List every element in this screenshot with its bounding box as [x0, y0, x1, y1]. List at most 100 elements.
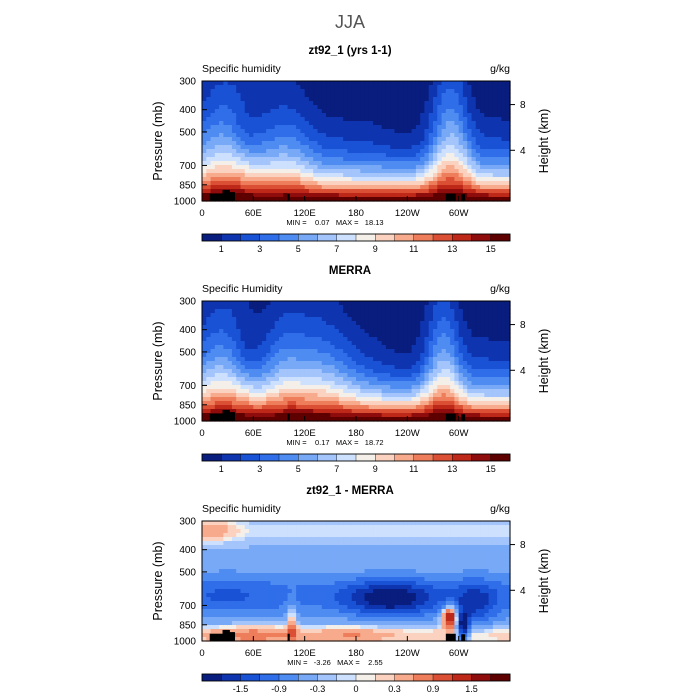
- heatmap-cell: [450, 333, 455, 338]
- heatmap-cell: [351, 173, 357, 178]
- heatmap-cell: [475, 349, 481, 354]
- heatmap-cell: [475, 353, 481, 358]
- heatmap-cell: [364, 157, 370, 162]
- heatmap-cell: [210, 157, 216, 162]
- heatmap-cell: [244, 617, 250, 622]
- heatmap-cell: [261, 541, 267, 546]
- heatmap-cell: [450, 405, 455, 410]
- heatmap-cell: [497, 385, 503, 390]
- heatmap-cell: [304, 409, 310, 414]
- heatmap-cell: [317, 329, 323, 334]
- heatmap-cell: [283, 89, 289, 94]
- heatmap-cell: [488, 165, 494, 170]
- heatmap-cell: [420, 181, 426, 186]
- heatmap-cell: [244, 549, 250, 554]
- heatmap-cell: [343, 137, 349, 142]
- heatmap-cell: [231, 317, 237, 322]
- heatmap-cell: [471, 377, 477, 382]
- heatmap-cell: [223, 569, 229, 574]
- heatmap-cell: [219, 593, 224, 598]
- heatmap-cell: [437, 417, 443, 422]
- heatmap-cell: [462, 377, 468, 382]
- heatmap-cell: [390, 393, 396, 398]
- heatmap-cell: [441, 417, 447, 422]
- heatmap-cell: [338, 133, 344, 138]
- heatmap-cell: [300, 417, 306, 422]
- heatmap-cell: [257, 633, 263, 638]
- heatmap-cell: [334, 317, 340, 322]
- heatmap-cell: [244, 413, 250, 418]
- heatmap-cell: [223, 613, 229, 618]
- heatmap-cell: [240, 553, 246, 558]
- heatmap-cell: [441, 177, 447, 182]
- heatmap-cell: [206, 189, 212, 194]
- heatmap-cell: [236, 105, 242, 110]
- heatmap-cell: [253, 317, 259, 322]
- heatmap-cell: [505, 361, 511, 366]
- topography-block: [222, 409, 224, 421]
- heatmap-cell: [206, 549, 212, 554]
- heatmap-cell: [492, 141, 498, 146]
- heatmap-cell: [364, 189, 370, 194]
- heatmap-cell: [356, 361, 361, 366]
- heatmap-cell: [240, 581, 246, 586]
- heatmap-cell: [450, 141, 455, 146]
- heatmap-cell: [458, 93, 464, 98]
- heatmap-cell: [458, 353, 464, 358]
- heatmap-cell: [257, 601, 263, 606]
- heatmap-cell: [373, 173, 378, 178]
- heatmap-cell: [501, 161, 507, 166]
- heatmap-cell: [300, 161, 306, 166]
- heatmap-cell: [454, 141, 460, 146]
- heatmap-cell: [368, 369, 374, 374]
- heatmap-cell: [433, 177, 438, 182]
- heatmap-cell: [253, 381, 259, 386]
- heatmap-cell: [467, 125, 473, 130]
- heatmap-cell: [373, 309, 378, 314]
- heatmap-cell: [462, 137, 468, 142]
- x-tick-label: 120E: [294, 428, 316, 439]
- heatmap-cell: [467, 145, 473, 150]
- heatmap-cell: [223, 381, 229, 386]
- heatmap-cell: [223, 525, 229, 530]
- heatmap-cell: [390, 333, 396, 338]
- heatmap-cell: [270, 401, 276, 406]
- heatmap-cell: [364, 417, 370, 422]
- heatmap-cell: [492, 309, 498, 314]
- heatmap-cell: [488, 93, 494, 98]
- heatmap-cell: [236, 301, 242, 306]
- heatmap-cell: [368, 89, 374, 94]
- heatmap-cell: [287, 305, 293, 310]
- heatmap-cell: [403, 117, 408, 122]
- heatmap-cell: [420, 409, 426, 414]
- heatmap-cell: [261, 569, 267, 574]
- heatmap-cell: [326, 165, 331, 170]
- heatmap-cell: [240, 93, 246, 98]
- heatmap-cell: [360, 325, 366, 330]
- heatmap-cell: [308, 333, 314, 338]
- heatmap-cell: [231, 89, 237, 94]
- heatmap-cell: [266, 325, 272, 330]
- heatmap-cell: [360, 349, 366, 354]
- heatmap-cell: [300, 385, 306, 390]
- heatmap-cell: [291, 185, 297, 190]
- heatmap-cell: [334, 185, 340, 190]
- colorbar-label: 15: [486, 244, 496, 254]
- colorbar-label: 7: [334, 244, 339, 254]
- heatmap-cell: [488, 101, 494, 106]
- heatmap-cell: [244, 629, 250, 634]
- heatmap-cell: [462, 121, 468, 126]
- heatmap-cell: [274, 141, 280, 146]
- heatmap-cell: [445, 345, 451, 350]
- heatmap-cell: [266, 321, 272, 326]
- heatmap-cell: [223, 349, 229, 354]
- heatmap-cell: [373, 353, 378, 358]
- heatmap-cell: [249, 533, 254, 538]
- heatmap-cell: [428, 161, 434, 166]
- heatmap-cell: [287, 325, 293, 330]
- heatmap-cell: [484, 189, 490, 194]
- heatmap-cell: [377, 341, 383, 346]
- heatmap-cell: [334, 301, 340, 306]
- heatmap-cell: [253, 337, 259, 342]
- heatmap-cell: [227, 537, 233, 542]
